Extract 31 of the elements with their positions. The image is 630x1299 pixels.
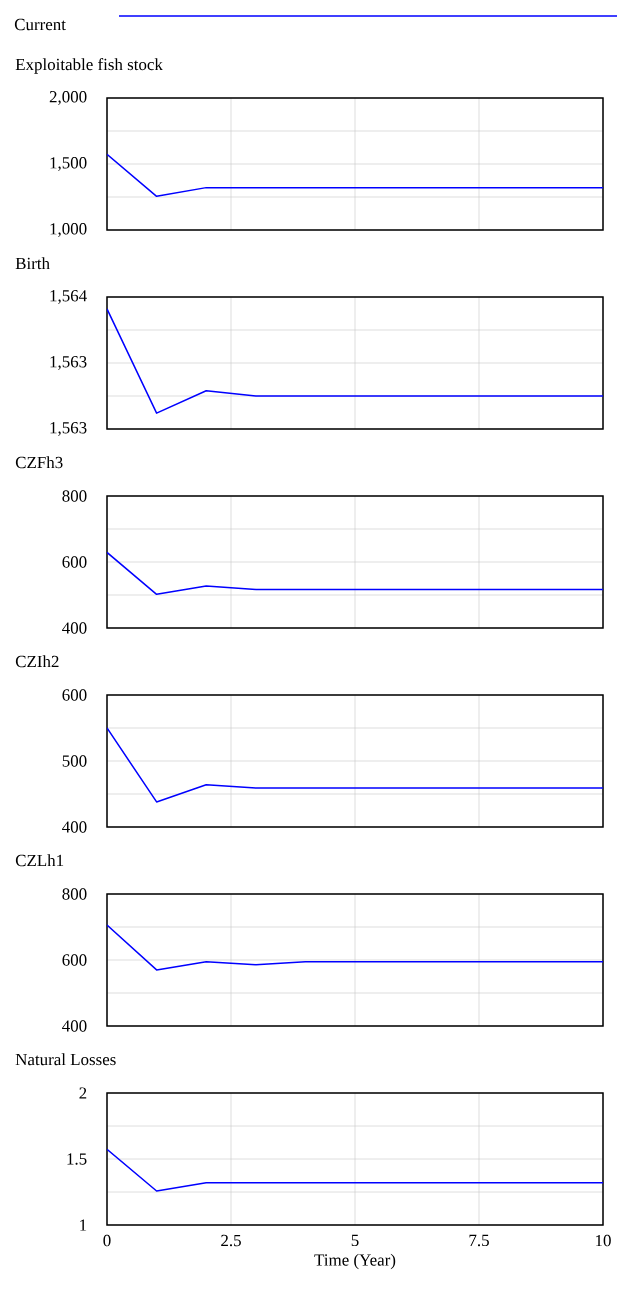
y-tick-label: 1,000 [50, 223, 87, 237]
chart-title: CZIh2 [15, 655, 59, 668]
y-tick-label: 400 [62, 821, 87, 833]
y-tick-label: 600 [62, 556, 87, 568]
y-tick-label: 400 [62, 622, 87, 634]
y-tick-label: 600 [62, 954, 87, 966]
y-tick-label: 400 [62, 1020, 87, 1032]
chart-title: CZLh1 [15, 854, 64, 867]
text: Current [14, 18, 66, 31]
x-tick-label: 0 [103, 1234, 111, 1247]
y-tick-label: 1,564 [50, 290, 87, 304]
x-tick-label: 7.5 [469, 1234, 489, 1247]
chart-title: Natural Losses [15, 1053, 116, 1066]
y-tick-label: 1,500 [50, 157, 87, 171]
y-tick-label: 1,563 [50, 356, 87, 370]
chart-title: CZFh3 [15, 456, 63, 469]
y-tick-label: 600 [62, 689, 87, 701]
x-axis-title: Time (Year) [314, 1253, 396, 1270]
y-tick-label: 1.5 [67, 1153, 87, 1165]
chart-title: Exploitable fish stock [15, 58, 163, 74]
y-tick-label: 800 [62, 888, 87, 900]
y-tick-label: 500 [62, 755, 87, 767]
y-tick-label: 2,000 [49, 91, 87, 105]
y-tick-label: 800 [62, 490, 87, 502]
y-tick-label: 1,563 [50, 422, 87, 436]
chart-title: Birth [15, 257, 50, 270]
y-tick-label: 1 [80, 1219, 87, 1231]
x-tick-label: 10 [596, 1234, 611, 1247]
y-tick-label: 2 [79, 1087, 87, 1099]
x-tick-label: 5 [351, 1234, 359, 1247]
x-tick-label: 2.5 [221, 1234, 241, 1247]
